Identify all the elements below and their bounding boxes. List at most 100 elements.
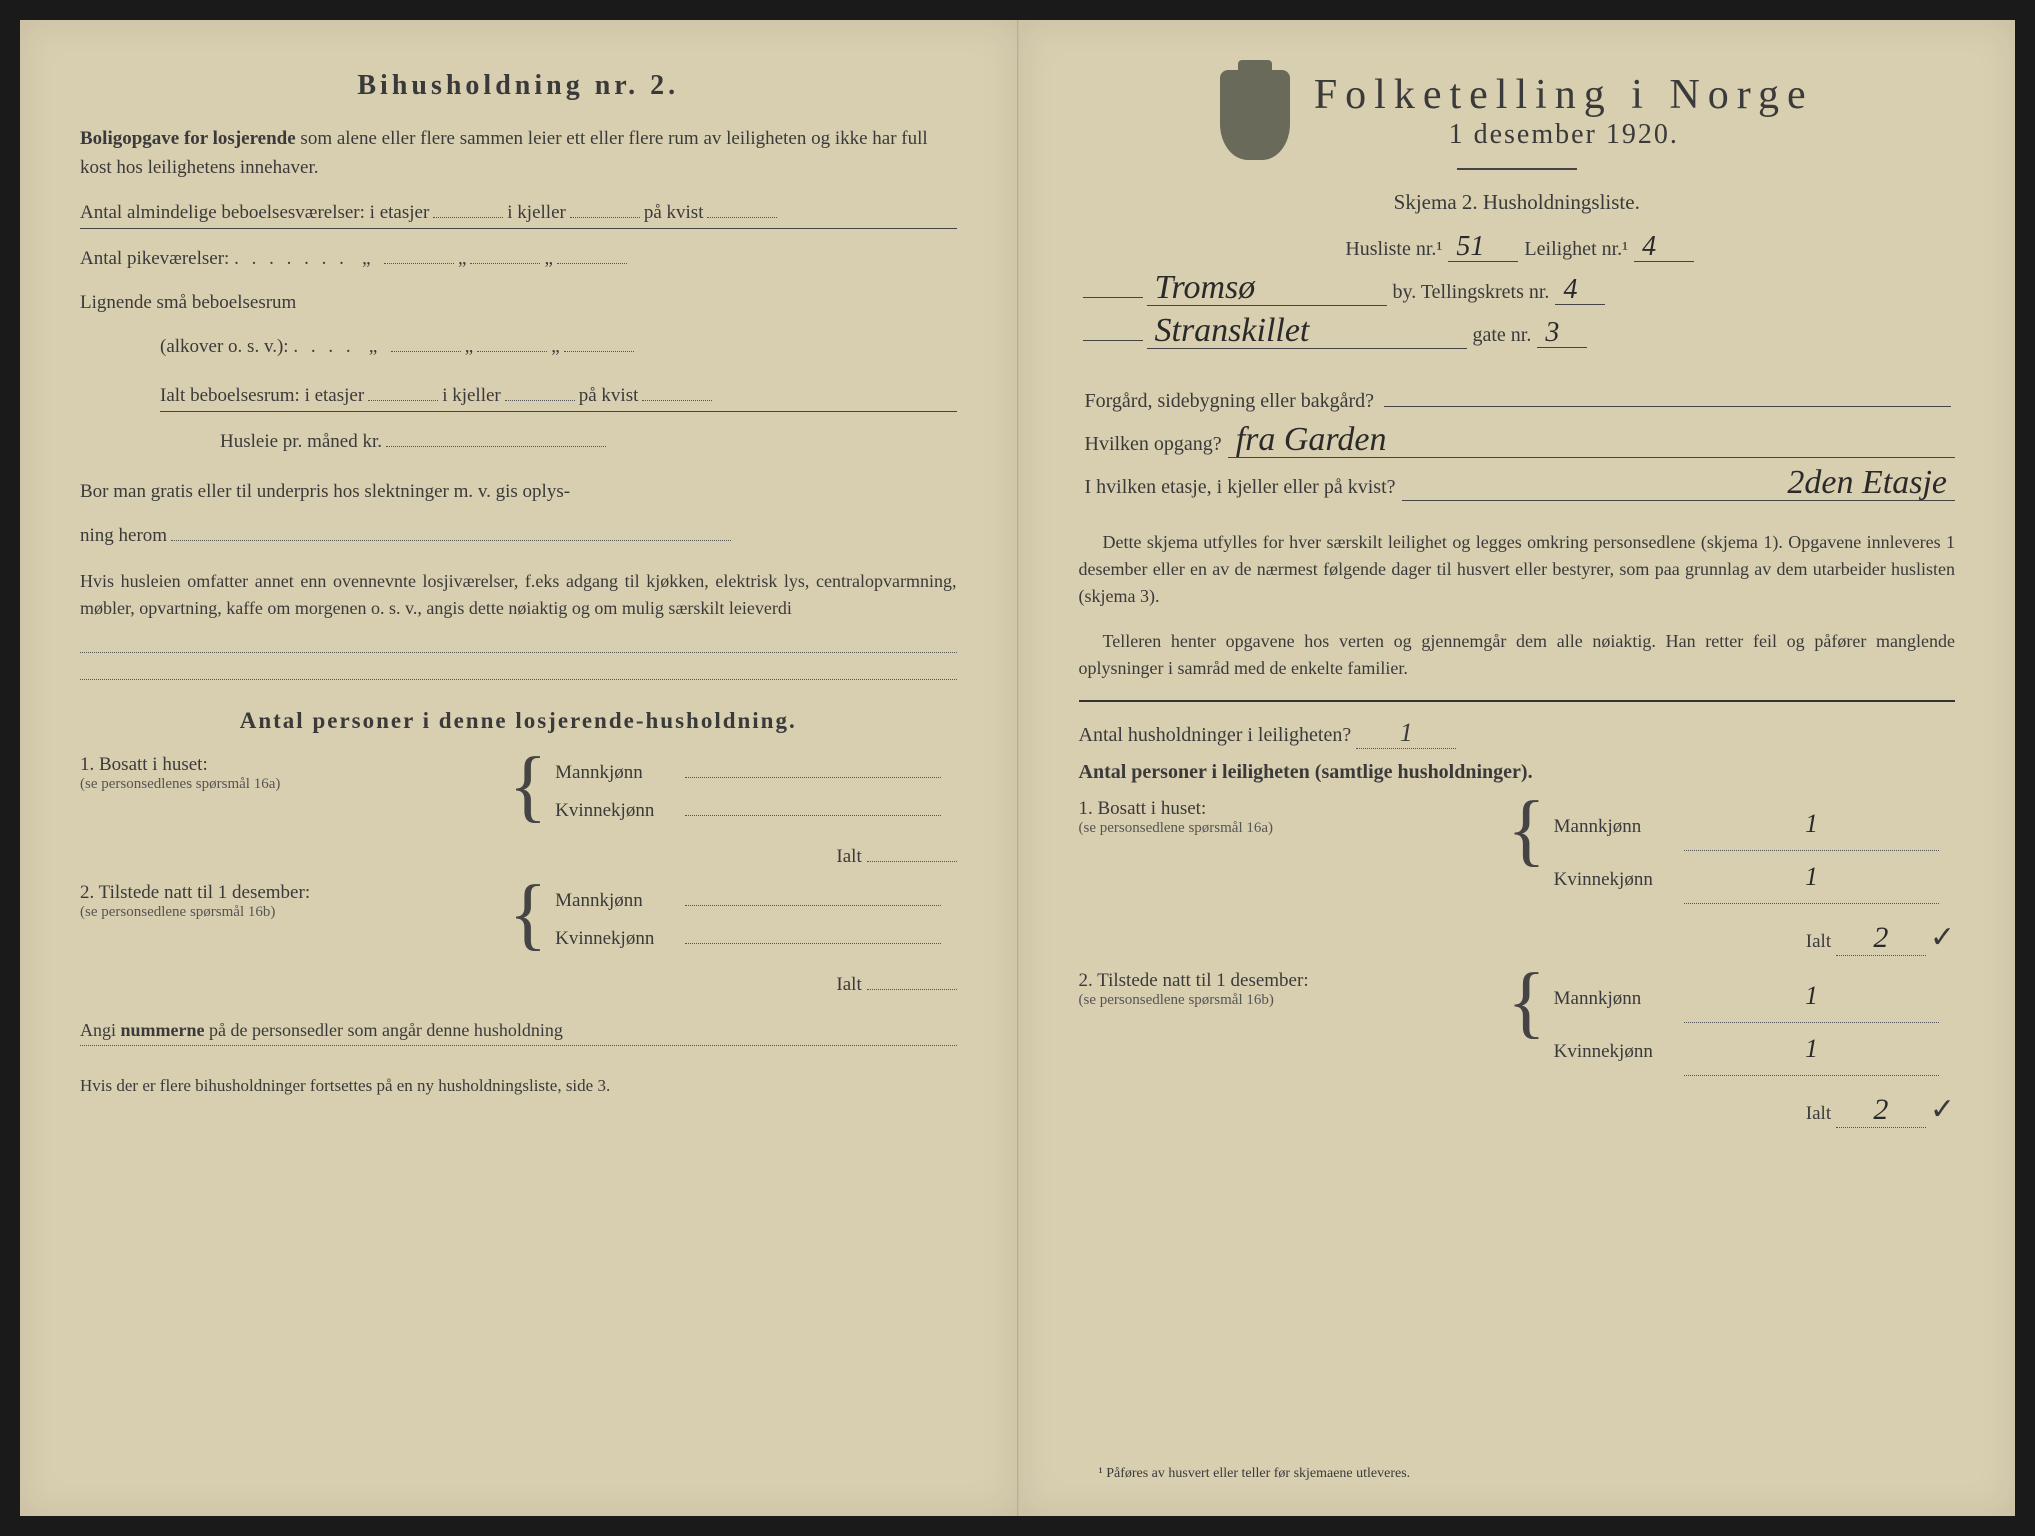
kvinne-label: Kvinnekjønn [1554, 1033, 1684, 1071]
brace-icon: { [509, 754, 547, 818]
footer-note: Hvis der er flere bihusholdninger fortse… [80, 1076, 957, 1096]
dots: . . . . . . . [234, 248, 348, 269]
gratis-line1: Bor man gratis eller til underpris hos s… [80, 472, 957, 512]
ialt-rooms-label: Ialt beboelsesrum: i etasjer [160, 385, 364, 406]
kjeller-label: i kjeller [442, 385, 501, 406]
count-item-1: 1. Bosatt i huset: (se personsedlenes sp… [80, 754, 501, 793]
blank-field [470, 243, 540, 264]
leilighet-value: 4 [1634, 233, 1694, 262]
rooms-label: Antal almindelige beboelsesværelser: i e… [80, 202, 429, 223]
title-rule [1457, 168, 1577, 170]
husleie-label: Husleie pr. måned kr. [220, 431, 382, 452]
ialt-label: Ialt [836, 974, 861, 995]
divider [1079, 700, 1956, 702]
r-item2-sub: (se personsedlene spørsmål 16b) [1079, 992, 1490, 1009]
blank-field [1083, 276, 1143, 298]
blank-field [477, 331, 547, 352]
footer1c: på de personsedler som angår denne husho… [205, 1020, 563, 1040]
blank-field [642, 380, 712, 401]
r-ialt-row-2: Ialt 2✓ [1079, 1092, 1956, 1128]
brace-icon: { [1507, 970, 1545, 1034]
ialt-blank [867, 989, 957, 990]
left-page: Bihusholdning nr. 2. Boligopgave for los… [20, 20, 1018, 1516]
ialt-row-1: Ialt [80, 846, 957, 868]
instructions-1: Dette skjema utfylles for hver særskilt … [1079, 529, 1956, 610]
forgard-line: Forgård, sidebygning eller bakgård? [1079, 381, 1956, 421]
gatenr-value: 3 [1537, 319, 1587, 348]
blank-field [564, 331, 634, 352]
checkmark-icon: ✓ [1930, 921, 1955, 954]
blank-field [707, 197, 777, 218]
husliste-line: Husliste nr.¹ 51 Leilighet nr.¹ 4 [1079, 229, 1956, 269]
lignende-label2: (alkover o. s. v.): [160, 336, 289, 357]
r-item1-label: 1. Bosatt i huset: [1079, 798, 1490, 820]
pike-line: Antal pikeværelser: . . . . . . . „ „„ [80, 239, 957, 279]
husliste-value: 51 [1448, 233, 1518, 262]
etasje-line: I hvilken etasje, i kjeller eller på kvi… [1079, 466, 1956, 507]
blank-field [433, 197, 503, 218]
checkmark-icon: ✓ [1930, 1093, 1955, 1126]
etasje-label: I hvilken etasje, i kjeller eller på kvi… [1085, 467, 1396, 507]
right-page: Folketelling i Norge 1 desember 1920. Sk… [1018, 20, 2016, 1516]
gate-value: Stranskillet [1147, 314, 1467, 349]
opgang-label: Hvilken opgang? [1085, 424, 1222, 464]
blank-field [391, 331, 461, 352]
footer-line-1: Angi nummerne på de personsedler som ang… [80, 1020, 957, 1046]
blank-field [557, 243, 627, 264]
gate-line: Stranskillet gate nr. 3 [1079, 314, 1956, 355]
blank-field [505, 380, 575, 401]
gate-label: gate nr. [1473, 315, 1532, 355]
mann-label: Mannkjønn [555, 882, 685, 920]
pike-label: Antal pikeværelser: [80, 248, 229, 269]
blank-field [171, 520, 731, 541]
count-item-2: 2. Tilstede natt til 1 desember: (se per… [80, 882, 501, 921]
document-spread: Bihusholdning nr. 2. Boligopgave for los… [20, 20, 2015, 1516]
ialt-rooms-line: Ialt beboelsesrum: i etasjer i kjeller på … [160, 380, 957, 412]
gratis-line2: ning herom [80, 516, 957, 556]
left-title: Bihusholdning nr. 2. [80, 70, 957, 102]
r-ialt-row-1: Ialt 2✓ [1079, 920, 1956, 956]
antal-hush-line: Antal husholdninger i leiligheten? 1 [1079, 718, 1956, 749]
kvinne1-value: 1 [1684, 851, 1940, 904]
forgard-label: Forgård, sidebygning eller bakgård? [1085, 381, 1375, 421]
husliste-label: Husliste nr.¹ [1345, 229, 1442, 269]
r-count-values-2: Mannkjønn1 Kvinnekjønn1 [1554, 970, 1940, 1076]
item1-label: 1. Bosatt i huset: [80, 754, 491, 776]
ialt-label: Ialt [1806, 931, 1831, 952]
footer1a: Angi [80, 1020, 121, 1040]
blank-field [570, 197, 640, 218]
r-count-values-1: Mannkjønn1 Kvinnekjønn1 [1554, 798, 1940, 904]
lignende-label1: Lignende små beboelsesrum [80, 292, 296, 313]
footnote: ¹ Påføres av husvert eller teller før sk… [1099, 1466, 1411, 1482]
ialt2-value: 2 [1836, 1093, 1926, 1128]
count-values-1: Mannkjønn Kvinnekjønn [555, 754, 941, 830]
r-count-item-2: 2. Tilstede natt til 1 desember: (se per… [1079, 970, 1500, 1009]
r-item1-sub: (se personsedlene spørsmål 16a) [1079, 820, 1490, 837]
kvinne-blank [685, 943, 941, 944]
note-blank-line [80, 661, 957, 680]
mann-blank [685, 777, 941, 778]
mann2-value: 1 [1684, 970, 1940, 1023]
kjeller-label: i kjeller [507, 202, 566, 223]
leilighet-label: Leilighet nr.¹ [1524, 229, 1628, 269]
r-item2-label: 2. Tilstede natt til 1 desember: [1079, 970, 1490, 992]
footer1b: nummerne [121, 1020, 205, 1040]
count-values-2: Mannkjønn Kvinnekjønn [555, 882, 941, 958]
ialt-row-2: Ialt [80, 974, 957, 996]
item2-sub: (se personsedlene spørsmål 16b) [80, 904, 491, 921]
kvist-label: på kvist [579, 385, 639, 406]
kvinne-label: Kvinnekjønn [1554, 861, 1684, 899]
mann-label: Mannkjønn [1554, 808, 1684, 846]
opgang-line: Hvilken opgang? fra Garden [1079, 423, 1956, 464]
note-blank-line [80, 634, 957, 653]
blank-field [1083, 319, 1143, 341]
antal-hush-value: 1 [1356, 718, 1456, 749]
mann-label: Mannkjønn [1554, 980, 1684, 1018]
husleie-line: Husleie pr. måned kr. [220, 422, 957, 462]
antal-hush-label: Antal husholdninger i leiligheten? [1079, 724, 1352, 746]
dots: . . . . [293, 336, 354, 357]
antal-pers-label: Antal personer i leiligheten (samtlige h… [1079, 761, 1956, 784]
main-title: Folketelling i Norge [1314, 71, 1814, 119]
schema-line: Skjema 2. Husholdningsliste. [1079, 190, 1956, 215]
kvinne-label: Kvinnekjønn [555, 792, 685, 830]
